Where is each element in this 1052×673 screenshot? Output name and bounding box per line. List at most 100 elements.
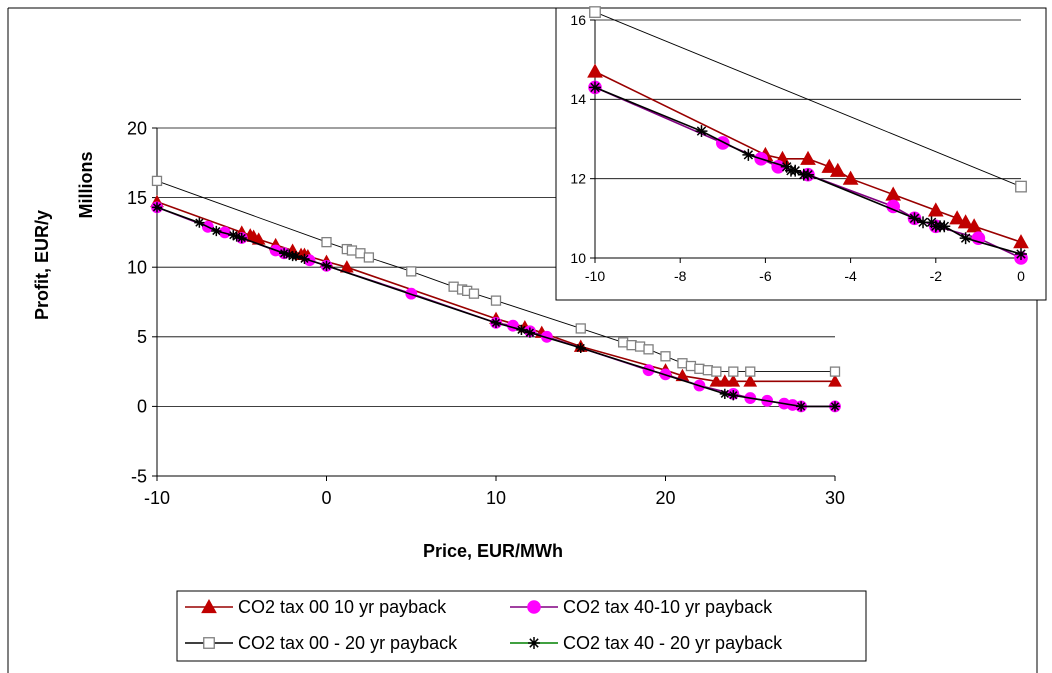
data-point <box>516 324 527 335</box>
legend: CO2 tax 00 10 yr payback CO2 tax 40-10 yr… <box>176 590 867 662</box>
data-point <box>711 366 722 377</box>
data-point <box>468 288 480 299</box>
data-point <box>231 231 242 242</box>
legend-marker <box>201 598 217 614</box>
series-3 <box>589 81 1027 260</box>
data-point <box>524 327 535 338</box>
data-point <box>829 366 841 377</box>
data-point <box>589 6 601 18</box>
y-tick-label: 16 <box>570 12 586 28</box>
data-point <box>789 164 802 177</box>
inset-plot: 10 12 14 16 -10 -8 -6 -4 -2 0 <box>570 6 1029 284</box>
data-point <box>634 341 646 352</box>
data-point <box>279 248 290 259</box>
data-point <box>796 401 807 412</box>
y-tick-label: 14 <box>570 91 586 107</box>
data-point <box>695 125 708 138</box>
data-point <box>1015 180 1027 193</box>
x-tick-label: -8 <box>674 268 687 284</box>
data-point <box>211 225 222 237</box>
data-point <box>290 250 302 262</box>
y-tick-label: 15 <box>127 188 147 208</box>
legend-item: CO2 tax 00 - 20 yr payback <box>185 633 458 653</box>
y-axis-units-label: Millions <box>76 152 96 219</box>
data-point <box>821 158 838 173</box>
x-tick-label: -2 <box>930 268 943 284</box>
legend-marker <box>527 600 541 614</box>
x-tick-label: 10 <box>486 488 506 508</box>
data-point <box>617 337 629 348</box>
data-point <box>828 374 842 387</box>
x-tick-label: -4 <box>844 268 857 284</box>
y-tick-label: 12 <box>570 171 586 187</box>
y-tick-label: 0 <box>137 397 147 417</box>
data-point <box>321 260 332 271</box>
y-tick-label: 10 <box>570 250 586 266</box>
data-point <box>829 162 846 177</box>
series-line <box>594 11 1022 188</box>
data-point <box>589 81 601 94</box>
x-tick-label: 20 <box>655 488 675 508</box>
data-point <box>966 218 982 233</box>
data-point <box>728 366 739 377</box>
legend-item: CO2 tax 40 - 20 yr payback <box>510 633 783 653</box>
x-tick-label: -10 <box>585 268 605 284</box>
data-point <box>355 248 366 259</box>
data-point <box>938 220 951 233</box>
y-tick-label: 5 <box>137 327 147 347</box>
inset-chart: 10 12 14 16 -10 -8 -6 -4 -2 0 <box>555 6 1047 301</box>
data-point <box>959 232 972 245</box>
x-tick-label: 0 <box>1017 268 1025 284</box>
legend-item: CO2 tax 00 10 yr payback <box>185 597 447 617</box>
data-point <box>587 63 603 78</box>
data-point <box>685 360 697 372</box>
legend-box <box>176 590 867 662</box>
data-point <box>626 340 637 351</box>
data-point <box>917 216 929 229</box>
legend-label: CO2 tax 00 - 20 yr payback <box>238 633 458 653</box>
data-point <box>151 202 163 213</box>
data-point <box>677 358 688 369</box>
data-point <box>1013 234 1029 249</box>
series-2 <box>151 175 841 377</box>
data-point <box>448 281 459 292</box>
data-point <box>236 232 247 244</box>
y-tick-label: -5 <box>131 466 147 486</box>
data-point <box>284 249 295 260</box>
plot-area <box>595 20 1021 258</box>
x-tick-label: 30 <box>825 488 845 508</box>
data-point <box>194 217 205 228</box>
data-point <box>321 236 332 248</box>
data-point <box>728 390 739 401</box>
series-0 <box>587 63 1029 249</box>
data-point <box>1015 248 1027 260</box>
x-tick-label: 0 <box>321 488 331 508</box>
data-point <box>346 245 358 256</box>
legend-item: CO2 tax 40-10 yr payback <box>510 597 773 617</box>
data-point <box>719 388 730 399</box>
data-point <box>717 374 732 387</box>
x-tick-label: -10 <box>144 488 170 508</box>
data-point <box>490 317 502 328</box>
data-point <box>743 374 758 387</box>
data-point <box>299 253 310 264</box>
series-2 <box>589 6 1027 193</box>
data-point <box>709 374 724 387</box>
data-point <box>660 351 671 362</box>
legend-marker <box>528 637 540 649</box>
y-tick-label: 20 <box>127 118 147 138</box>
x-tick-label: -6 <box>759 268 772 284</box>
data-point <box>363 252 375 263</box>
y-axis-label: Profit, EUR/y <box>32 210 52 320</box>
data-point <box>575 342 586 354</box>
data-point <box>694 363 705 374</box>
data-point <box>908 212 921 225</box>
data-point <box>949 210 965 225</box>
legend-label: CO2 tax 40-10 yr payback <box>563 597 773 617</box>
data-point <box>802 168 814 181</box>
data-point <box>702 365 714 376</box>
y-tick-label: 10 <box>127 258 147 278</box>
x-axis-label: Price, EUR/MWh <box>423 541 563 561</box>
legend-label: CO2 tax 00 10 yr payback <box>238 597 447 617</box>
